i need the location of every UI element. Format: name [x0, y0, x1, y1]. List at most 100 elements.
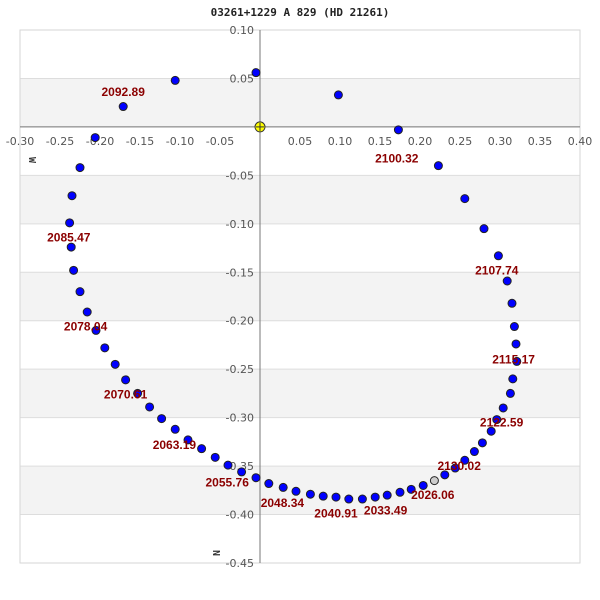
x-tick-label: 0.05 [288, 135, 313, 148]
y-tick-label: 0.05 [230, 72, 255, 85]
plot-frame [19, 29, 581, 564]
orbit-point [382, 490, 392, 500]
orbit-point [110, 359, 120, 369]
orbit-point [508, 374, 518, 384]
x-tick-label: -0.25 [46, 135, 74, 148]
orbit-point [486, 426, 496, 436]
orbit-point [251, 473, 261, 483]
orbit-point [333, 90, 343, 100]
epoch-label: 2070.61 [104, 387, 148, 401]
orbit-point [357, 494, 367, 504]
orbit-point [418, 480, 428, 490]
epoch-label: 2055.76 [206, 476, 250, 490]
orbit-point [65, 218, 75, 228]
north-label: N [210, 550, 221, 556]
epoch-label: 2026.06 [411, 488, 455, 502]
y-tick-label: -0.40 [226, 509, 254, 522]
x-tick-label: -0.20 [86, 135, 114, 148]
orbit-point [264, 479, 274, 489]
epoch-label: 2063.19 [153, 438, 197, 452]
orbit-point [133, 388, 143, 398]
epoch-label: 2115.17 [492, 352, 535, 366]
current-position-point [429, 476, 439, 486]
x-tick-label: -0.05 [206, 135, 234, 148]
orbit-point [197, 444, 207, 454]
epoch-label: 2033.49 [364, 504, 408, 518]
orbit-point [318, 491, 328, 501]
orbit-point [498, 403, 508, 413]
epoch-label: 2122.59 [480, 415, 524, 429]
orbit-point [370, 492, 380, 502]
grid-band [20, 78, 580, 127]
grid-band [20, 369, 580, 418]
y-tick-label: -0.15 [226, 266, 254, 279]
orbit-point [450, 463, 460, 473]
y-tick-label: -0.05 [226, 169, 254, 182]
x-tick-label: 0.15 [368, 135, 393, 148]
orbit-point [278, 482, 288, 492]
orbit-point [145, 402, 155, 412]
orbit-point [479, 224, 489, 234]
y-tick-label: -0.35 [226, 460, 254, 473]
orbit-point [433, 161, 443, 171]
orbit-point [82, 307, 92, 317]
orbit-point [305, 489, 315, 499]
x-tick-label: 0.35 [528, 135, 553, 148]
orbit-point [393, 125, 403, 135]
orbit-point [100, 343, 110, 353]
west-label: W [26, 157, 37, 164]
y-tick-label: -0.30 [226, 412, 254, 425]
x-tick-label: 0.25 [448, 135, 473, 148]
orbit-point [440, 470, 450, 480]
epoch-label: 2048.34 [261, 496, 305, 510]
epoch-label: 2078.04 [64, 320, 108, 334]
orbit-point [511, 339, 521, 349]
orbit-point [507, 298, 517, 308]
orbit-point [170, 424, 180, 434]
orbit-point [406, 484, 416, 494]
orbit-point [91, 325, 101, 335]
orbit-point [331, 492, 341, 502]
orbit-point [469, 447, 479, 457]
grid-band [20, 175, 580, 224]
orbit-point [210, 452, 220, 462]
y-tick-label: -0.10 [226, 218, 254, 231]
epoch-label: 2107.74 [475, 263, 519, 277]
epoch-label: 2100.32 [375, 151, 419, 165]
y-tick-label: -0.25 [226, 363, 254, 376]
orbit-point [69, 265, 79, 275]
orbit-point [492, 415, 502, 425]
x-tick-label: 0.40 [568, 135, 593, 148]
orbit-point [509, 322, 519, 332]
orbit-point [67, 191, 77, 201]
x-tick-label: 0.20 [408, 135, 433, 148]
orbit-point [251, 68, 261, 78]
epoch-label: 2130.02 [438, 459, 482, 473]
orbit-point [512, 356, 522, 366]
orbit-point [460, 455, 470, 465]
x-tick-label: -0.15 [126, 135, 154, 148]
orbit-point [121, 375, 131, 385]
orbit-point [118, 102, 128, 112]
chart-title: 03261+1229 A 829 (HD 21261) [210, 6, 390, 19]
orbit-point [223, 460, 233, 470]
epoch-label: 2092.89 [102, 85, 146, 99]
x-tick-label: 0.10 [328, 135, 353, 148]
y-tick-label: -0.45 [226, 557, 254, 570]
grid-band [20, 272, 580, 321]
orbit-point [66, 242, 76, 252]
orbit-point [75, 287, 85, 297]
orbit-point [90, 133, 100, 143]
orbit-point [157, 414, 167, 424]
orbit-point [183, 435, 193, 445]
orbit-point [344, 494, 354, 504]
epoch-label: 2085.47 [47, 230, 91, 244]
x-tick-label: -0.10 [166, 135, 194, 148]
orbit-point [395, 487, 405, 497]
x-tick-label: 0.30 [488, 135, 513, 148]
orbit-point [291, 486, 301, 496]
orbit-point [170, 75, 180, 85]
orbit-point [477, 438, 487, 448]
orbit-point [502, 276, 512, 286]
